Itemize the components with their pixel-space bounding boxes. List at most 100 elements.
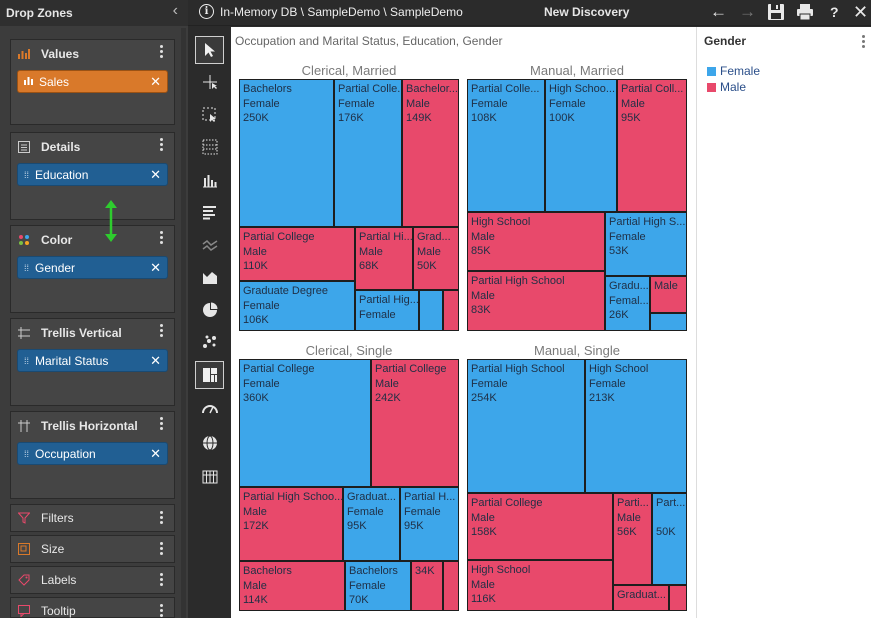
treemap-cell-label-line: Male (471, 289, 495, 302)
treemap-cell[interactable]: Partial Colle... Female 108K (467, 79, 545, 212)
treemap-cell-label-line: 56K (617, 526, 637, 538)
treemap-cell[interactable]: Grad... Male 50K (413, 227, 459, 290)
treemap-cell[interactable]: Gradu... Femal... 26K (605, 276, 650, 331)
treemap-cell-label-line: Partial High S... (609, 216, 686, 228)
treemap-cell[interactable]: Partial High School Female 254K (467, 359, 585, 493)
bar-chart-horizontal-icon[interactable] (195, 198, 224, 226)
treemap-cell[interactable]: Bachelors Female 70K (345, 561, 411, 611)
treemap-cell[interactable]: Partial College Male 242K (371, 359, 459, 487)
treemap-cell-label-line: Female (589, 377, 626, 390)
details-zone-menu-icon[interactable] (160, 138, 164, 151)
tooltip-menu-icon[interactable] (160, 604, 164, 617)
column-chart-icon[interactable] (195, 166, 224, 194)
globe-map-icon[interactable] (195, 429, 224, 457)
treemap-cell-label-line: Male (417, 245, 441, 258)
treemap-icon[interactable] (195, 361, 224, 389)
save-icon[interactable] (767, 2, 785, 26)
remove-marital-status-icon[interactable]: ✕ (150, 353, 161, 368)
treemap-cell[interactable]: Partial High School Male 83K (467, 271, 605, 331)
treemap-cell[interactable]: Partial High S... Female 53K (605, 212, 687, 276)
treemap-cell[interactable]: Partial Coll... Male 95K (617, 79, 687, 212)
pivot-grid-icon[interactable] (195, 463, 224, 491)
size-zone[interactable]: Size (10, 535, 175, 563)
list-icon (17, 140, 31, 154)
treemap-cell[interactable]: Graduate Degree Female 106K (239, 281, 355, 331)
tooltip-zone[interactable]: Tooltip (10, 597, 175, 618)
marital-status-pill[interactable]: ⁞⁞ Marital Status ✕ (17, 349, 168, 372)
treemap-cell[interactable]: Partial Hig... Female (355, 290, 419, 331)
back-arrow-icon[interactable]: ← (710, 2, 727, 21)
treemap-cell[interactable]: High School Male 116K (467, 560, 613, 611)
treemap-cell[interactable]: 34K (411, 561, 443, 611)
size-menu-icon[interactable] (160, 542, 164, 555)
treemap-cell-label-line: 34K (415, 565, 435, 577)
treemap-cell[interactable]: Part... 50K (652, 493, 687, 585)
remove-gender-icon[interactable]: ✕ (150, 260, 161, 275)
treemap-cell[interactable]: Bachelors Female 250K (239, 79, 334, 227)
values-zone-menu-icon[interactable] (160, 45, 164, 58)
legend-item-male[interactable]: Male (707, 80, 746, 94)
trellis-horizontal-menu-icon[interactable] (160, 417, 164, 430)
trellis-vertical-menu-icon[interactable] (160, 324, 164, 337)
treemap-cell[interactable]: Partial H... Female 95K (400, 487, 459, 561)
remove-occupation-icon[interactable]: ✕ (150, 446, 161, 461)
treemap-cell[interactable]: Parti... Male 56K (613, 493, 652, 585)
rows-icon (17, 326, 31, 340)
close-icon[interactable]: ✕ (853, 2, 869, 22)
labels-zone[interactable]: Labels (10, 566, 175, 594)
info-icon[interactable]: i (199, 4, 214, 19)
treemap-cell-label-line: Male (471, 511, 495, 524)
filters-menu-icon[interactable] (160, 511, 164, 524)
treemap-cell[interactable]: Partial Hi... Male 68K (355, 227, 413, 290)
legend-item-female[interactable]: Female (707, 64, 760, 78)
treemap-cell[interactable] (650, 313, 687, 331)
select-pointer-icon[interactable] (195, 36, 224, 64)
treemap-cell[interactable]: Partial High Schoo... Male 172K (239, 487, 343, 561)
lasso-select-icon[interactable] (195, 101, 224, 129)
grid-table-icon[interactable] (195, 133, 224, 161)
gauge-icon[interactable] (195, 395, 224, 423)
color-zone-menu-icon[interactable] (160, 231, 164, 244)
treemap-cell[interactable]: Graduat... (613, 585, 669, 611)
treemap-cell[interactable]: High School Female 213K (585, 359, 687, 493)
help-icon[interactable]: ? (830, 4, 839, 20)
treemap-cell[interactable]: Bachelors Male 114K (239, 561, 345, 611)
area-chart-icon[interactable] (195, 263, 224, 291)
treemap-cell[interactable]: Partial College Male 110K (239, 227, 355, 281)
education-pill[interactable]: ⁞⁞ Education ✕ (17, 163, 168, 186)
labels-menu-icon[interactable] (160, 573, 164, 586)
treemap-cell[interactable]: High School Male 85K (467, 212, 605, 271)
treemap-cell[interactable] (419, 290, 443, 331)
treemap-cell-label: Part... 50K (656, 496, 685, 540)
scatter-chart-icon[interactable] (195, 328, 224, 356)
color-zone: Color ⁞⁞ Gender ✕ (10, 225, 175, 313)
treemap-cell[interactable] (443, 290, 459, 331)
occupation-pill[interactable]: ⁞⁞ Occupation ✕ (17, 442, 168, 465)
drop-zones-scrollbar[interactable] (181, 28, 186, 618)
treemap-cell[interactable]: High Schoo... Female 100K (545, 79, 617, 212)
crosshair-icon[interactable] (195, 68, 224, 96)
filters-zone[interactable]: Filters (10, 504, 175, 532)
treemap-cell[interactable]: Graduat... Female 95K (343, 487, 400, 561)
treemap-cell[interactable]: Bachelor... Male 149K (402, 79, 459, 227)
treemap-cell[interactable]: Partial College Female 360K (239, 359, 371, 487)
line-chart-icon[interactable] (195, 231, 224, 259)
print-icon[interactable] (796, 2, 814, 26)
treemap-cell[interactable] (443, 561, 459, 611)
pie-chart-icon[interactable] (195, 296, 224, 324)
collapse-chevron-icon[interactable]: ‹ (172, 2, 178, 19)
treemap-cell-label-line: 70K (349, 594, 369, 606)
sales-pill[interactable]: Sales ✕ (17, 70, 168, 93)
treemap-cell-label-line: Male (621, 97, 645, 110)
forward-arrow-icon[interactable]: → (739, 2, 756, 21)
remove-sales-icon[interactable]: ✕ (150, 74, 161, 89)
legend-menu-icon[interactable] (862, 35, 865, 48)
gender-pill[interactable]: ⁞⁞ Gender ✕ (17, 256, 168, 279)
treemap-cell[interactable]: Partial College Male 158K (467, 493, 613, 560)
treemap-cell[interactable]: Male (650, 276, 687, 313)
treemap-cell-label-line: 95K (347, 520, 367, 532)
remove-education-icon[interactable]: ✕ (150, 167, 161, 182)
treemap-cell-label-line: Male (243, 245, 267, 258)
treemap-cell[interactable] (669, 585, 687, 611)
treemap-cell[interactable]: Partial Colle... Female 176K (334, 79, 402, 227)
